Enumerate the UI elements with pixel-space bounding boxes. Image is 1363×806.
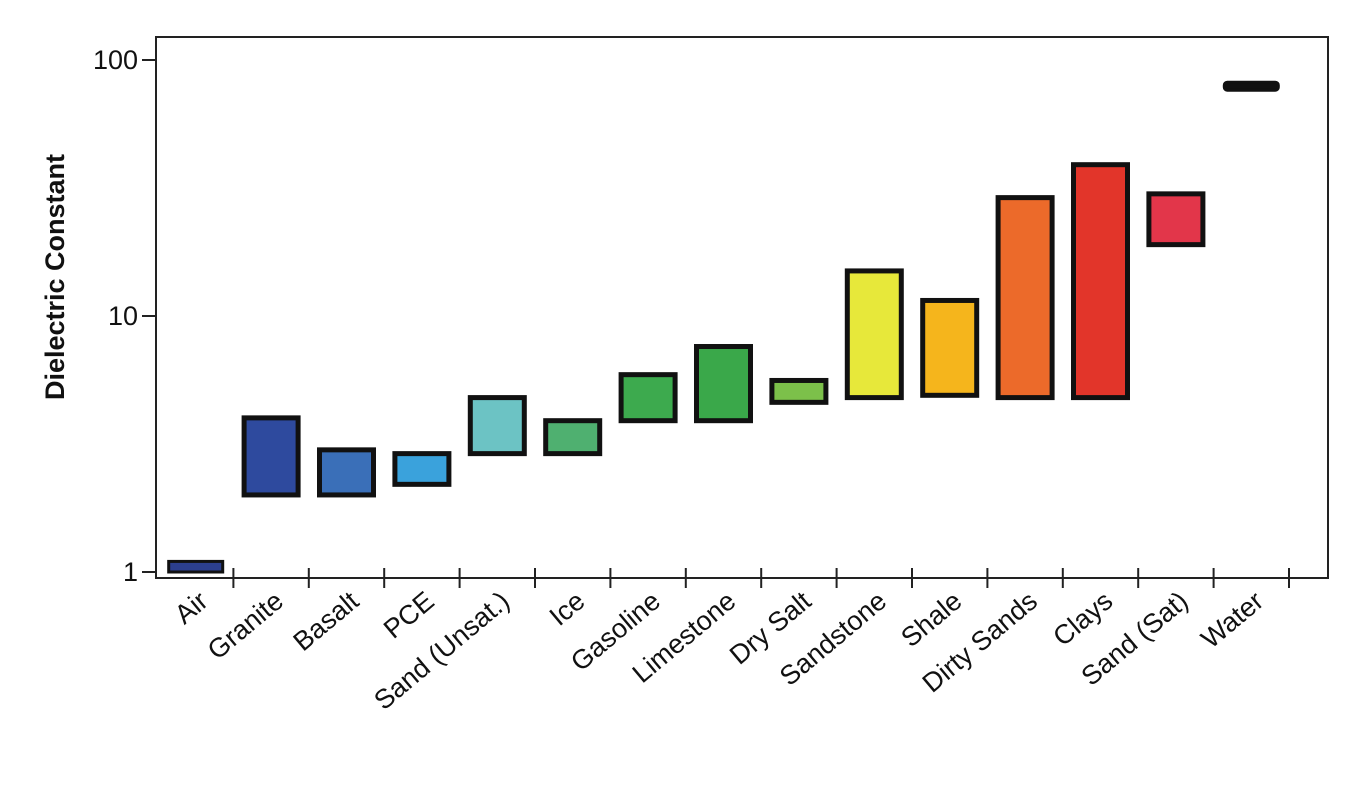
x-tick-label: Sand (Unsat.) [368,586,515,716]
bar-basalt [317,447,376,498]
bar-ice [543,418,603,457]
bar-dry-salt [769,377,829,405]
bar-water [1222,80,1280,92]
y-tick-label: 10 [108,301,138,331]
bar-dirty-sands [995,195,1055,401]
x-tick-label: Basalt [288,585,365,657]
bar-gasoline [618,372,678,424]
bar-limestone [694,344,753,424]
bars-group [167,80,1280,574]
x-tick-label: Air [169,586,214,630]
bar-pce [392,451,452,487]
y-axis: 1 10 100 [93,45,156,587]
x-tick-label: PCE [378,586,440,645]
bar-sandstone [844,268,904,401]
bar-shale [920,297,980,398]
x-tick-label: Granite [202,586,289,666]
x-tick-label: Ice [544,586,591,632]
plot-frame [155,36,1329,579]
bar-air [167,559,225,574]
y-tick-label: 1 [123,557,138,587]
bar-sand-unsat [467,395,527,457]
bar-granite [241,415,301,498]
y-axis-label: Dielectric Constant [40,154,70,400]
bar-sand-sat [1146,191,1206,248]
y-tick-label: 100 [93,45,138,75]
bar-clays [1071,162,1130,401]
x-tick-label: Water [1195,586,1269,655]
